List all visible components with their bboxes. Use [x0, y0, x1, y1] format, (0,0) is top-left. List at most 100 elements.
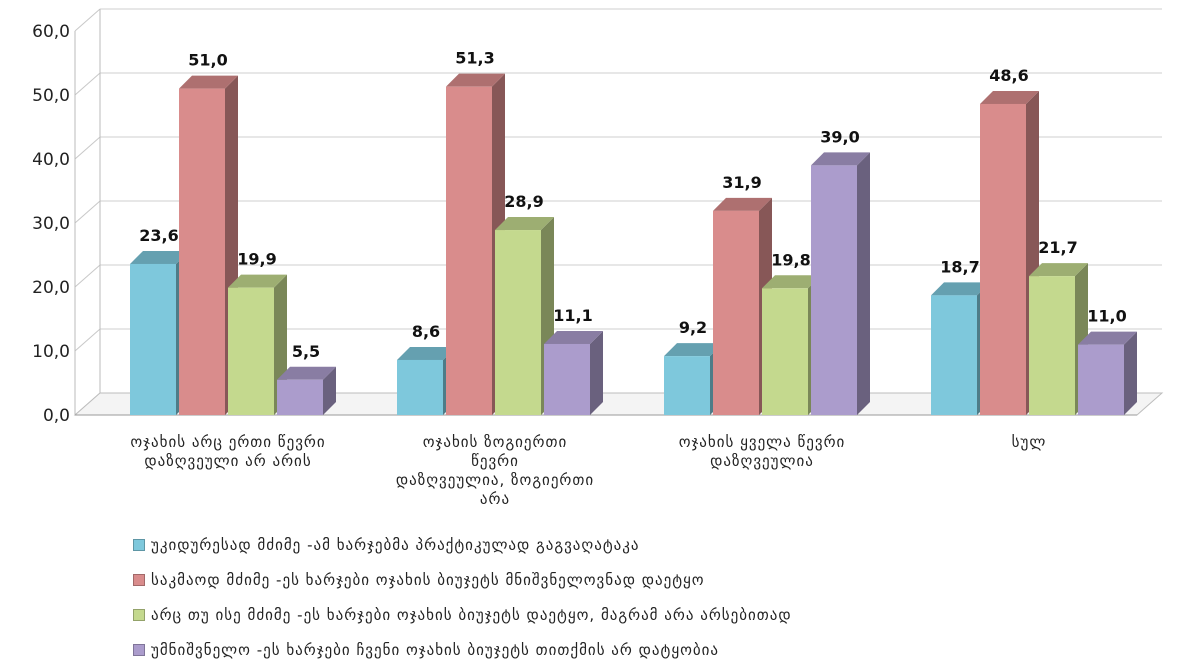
legend-item: უმნიშვნელო -ეს ხარჯები ჩვენი ოჯახის ბიუჯ…: [133, 632, 792, 667]
legend-item: საკმაოდ მძიმე -ეს ხარჯები ოჯახის ბიუჯეტს…: [133, 562, 792, 597]
bar-top: [228, 274, 287, 288]
bar-front: [1029, 276, 1075, 415]
bar-top: [495, 217, 554, 231]
category-label-line: დაზღვეულია, ზოგიერთი: [395, 471, 595, 489]
gridline-side: [74, 200, 101, 224]
bar-side: [590, 330, 603, 415]
bar-series-minor: [544, 330, 603, 415]
bar-top: [762, 275, 821, 289]
y-tick-label: 30,0: [32, 214, 70, 234]
legend-swatch: [133, 608, 145, 621]
legend-item: არც თუ ისე მძიმე -ეს ხარჯები ოჯახის ბიუჯ…: [133, 597, 792, 632]
y-tick-label: 0,0: [43, 406, 70, 426]
legend-swatch: [133, 538, 145, 551]
y-tick-label: 50,0: [32, 86, 70, 106]
bar-side: [1124, 331, 1137, 415]
bar-top: [397, 346, 456, 360]
legend-swatch: [133, 643, 145, 656]
category-label: სულ: [914, 433, 1144, 452]
bar-front: [277, 379, 323, 415]
category-label: ოჯახის არც ერთი წევრი დაზღვეული არ არის: [113, 433, 343, 471]
bar-top: [980, 90, 1039, 104]
data-label: 51,0: [188, 51, 227, 70]
y-axis: 0,0 10,0 20,0 30,0 40,0 50,0 60,0: [32, 22, 70, 426]
bar-side: [323, 366, 336, 415]
data-label: 31,9: [722, 173, 761, 192]
bar-front: [130, 263, 176, 415]
bar-top: [664, 343, 723, 357]
bar-front: [664, 356, 710, 415]
bar-front: [397, 359, 443, 415]
bar-front: [446, 86, 492, 416]
bar-group: [130, 73, 1137, 416]
legend-label: უკიდურესად მძიმე -ამ ხარჯებმა პრაქტიკულა…: [151, 535, 640, 554]
category-label-line: ოჯახის ყველა წევრი: [678, 433, 846, 451]
data-label: 8,6: [412, 322, 440, 341]
bar-front: [811, 165, 857, 415]
bar-front: [228, 287, 274, 415]
bar-top: [446, 73, 505, 87]
category-label-line: დაზღვეულია: [710, 452, 814, 470]
category-label-line: არა: [479, 490, 511, 508]
y-tick-label: 60,0: [32, 22, 70, 42]
bar-top: [179, 75, 238, 89]
category-label-line: დაზღვეული არ არის: [144, 452, 312, 470]
chart-grid: [73, 8, 1164, 416]
category-label-line: სულ: [1011, 433, 1047, 451]
gridline-side: [74, 136, 101, 160]
bar-top: [811, 152, 870, 166]
bar-series-minor: [1078, 331, 1137, 415]
bar-front: [544, 343, 590, 415]
bar-front: [179, 88, 225, 415]
bar-top: [1078, 331, 1137, 345]
bar-side: [857, 152, 870, 415]
bar-top: [931, 282, 990, 296]
bar-top: [277, 366, 336, 380]
bar-series-minor: [277, 366, 336, 415]
data-label: 5,5: [292, 342, 320, 361]
data-label: 18,7: [940, 257, 979, 276]
bar-top: [130, 250, 189, 264]
legend-item: უკიდურესად მძიმე -ამ ხარჯებმა პრაქტიკულა…: [133, 527, 792, 562]
bar-front: [495, 230, 541, 415]
category-label: ოჯახის ზოგიერთი წევრი დაზღვეულია, ზოგიერთი…: [380, 433, 610, 509]
gridline-side: [74, 8, 101, 32]
bar-front: [980, 103, 1026, 416]
data-label: 21,7: [1038, 238, 1077, 257]
category-label-line: ოჯახის ზოგიერთი: [422, 433, 568, 451]
bar-front: [1078, 344, 1124, 415]
gridline-side: [74, 328, 101, 352]
y-tick-label: 20,0: [32, 278, 70, 298]
y-tick-label: 10,0: [32, 342, 70, 362]
category-label-line: ოჯახის არც ერთი წევრი: [130, 433, 326, 451]
data-label: 19,9: [237, 250, 276, 269]
gridline-side: [74, 72, 101, 96]
data-label: 11,0: [1087, 307, 1126, 326]
bar-front: [931, 295, 977, 415]
chart-legend: უკიდურესად მძიმე -ამ ხარჯებმა პრაქტიკულა…: [133, 527, 792, 667]
bar-front: [713, 210, 759, 415]
category-label: ოჯახის ყველა წევრი დაზღვეულია: [647, 433, 877, 471]
data-label: 39,0: [820, 127, 859, 146]
data-label: 11,1: [553, 306, 592, 325]
data-label: 19,8: [771, 250, 810, 269]
legend-label: საკმაოდ მძიმე -ეს ხარჯები ოჯახის ბიუჯეტს…: [151, 570, 705, 589]
legend-label: არც თუ ისე მძიმე -ეს ხარჯები ოჯახის ბიუჯ…: [151, 605, 792, 624]
bar-top: [544, 330, 603, 344]
bar-top: [713, 197, 772, 211]
data-label: 9,2: [679, 318, 707, 337]
data-label: 48,6: [989, 66, 1028, 85]
data-label-group: 23,6 8,6 9,2 18,7 51,0 51,3 31,9 48,6 19,9 28,9 19…: [139, 49, 1126, 361]
bar-series-minor: [811, 152, 870, 415]
data-label: 23,6: [139, 226, 178, 245]
legend-swatch: [133, 573, 145, 586]
bar-front: [762, 288, 808, 415]
bar-series-heavy: [713, 197, 772, 415]
gridline-side: [74, 264, 101, 288]
data-label: 51,3: [455, 49, 494, 68]
data-label: 28,9: [504, 192, 543, 211]
bar-top: [1029, 263, 1088, 277]
legend-label: უმნიშვნელო -ეს ხარჯები ჩვენი ოჯახის ბიუჯ…: [151, 640, 720, 659]
category-label-line: წევრი: [471, 452, 519, 470]
